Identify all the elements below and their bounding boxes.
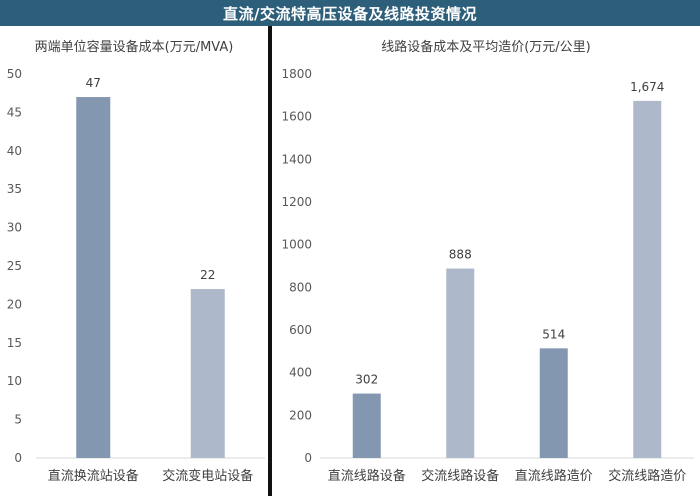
y-tick-label: 1000 [281,238,312,252]
chart-title-equipment-cost: 两端单位容量设备成本(万元/MVA) [34,40,234,55]
x-tick-label: 交流线路造价 [608,468,686,484]
panel-divider [268,26,272,496]
y-tick-label: 0 [14,451,22,465]
chart-equipment-cost: 0 5 10 15 20 25 30 35 40 45 50 47 直流换流站设备 22 交流变电站设备 [7,67,265,484]
x-tick-label: 交流变电站设备 [162,468,253,484]
data-label: 1,674 [630,80,664,94]
data-label: 888 [449,248,472,262]
y-tick-label: 35 [7,182,22,196]
y-tick-label: 20 [7,297,22,311]
y-tick-label: 600 [289,323,312,337]
bar [446,268,475,458]
data-label: 22 [200,268,215,282]
y-tick-label: 1200 [281,195,312,209]
chart-panel-line-cost: 线路设备成本及平均造价(万元/公里) 0 200 400 600 800 1000 1200… [272,26,700,496]
data-label: 47 [86,76,101,90]
y-tick-label: 800 [289,280,312,294]
bar [539,348,568,458]
y-tick-label: 5 [14,413,22,427]
page-title: 直流/交流特高压设备及线路投资情况 [223,4,477,23]
y-tick-label: 0 [304,451,312,465]
y-tick-label: 15 [7,336,22,350]
y-tick-label: 45 [7,105,22,119]
y-tick-label: 25 [7,259,22,273]
y-tick-label: 400 [289,366,312,380]
x-tick-label: 直流线路造价 [515,468,593,484]
x-tick-label: 直流换流站设备 [48,468,139,484]
y-tick-label: 10 [7,374,22,388]
data-label: 302 [355,373,378,387]
y-tick-label: 40 [7,144,22,158]
chart-title-line-cost: 线路设备成本及平均造价(万元/公里) [381,40,591,55]
y-tick-label: 30 [7,221,22,235]
x-tick-label: 交流线路设备 [421,468,499,484]
y-tick-label: 200 [289,408,312,422]
y-tick-label: 50 [7,67,22,81]
y-tick-label: 1400 [281,152,312,166]
bar [352,393,381,458]
x-tick-label: 直流线路设备 [328,468,406,484]
bar [190,289,225,458]
data-label: 514 [542,327,565,341]
bar [633,100,662,458]
chart-panel-equipment-cost: 两端单位容量设备成本(万元/MVA) 0 5 10 15 20 25 30 35 40 45 50 4… [0,26,268,496]
y-tick-label: 1800 [281,67,312,81]
y-tick-label: 1600 [281,110,312,124]
chart-line-cost: 0 200 400 600 800 1000 1200 1400 1600 1800 302 直流线路… [281,67,694,484]
bar [76,97,111,458]
header-bar: 直流/交流特高压设备及线路投资情况 [0,0,700,26]
